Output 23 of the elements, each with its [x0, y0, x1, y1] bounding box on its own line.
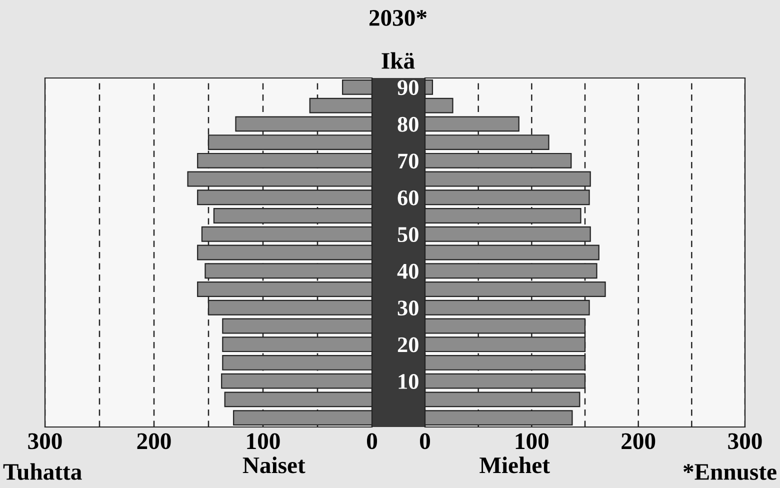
y-tick-label: 60: [398, 190, 418, 206]
y-tick-label: 40: [397, 264, 418, 279]
text: Tuhatta: [3, 463, 82, 480]
x-tick-label: 0: [366, 433, 378, 450]
y-tick-label: 20: [398, 337, 418, 352]
x-axis-title: Miehet: [480, 456, 550, 474]
y-tick-label: 30: [398, 300, 418, 316]
x-tick-label: 100: [516, 433, 548, 450]
y-tick-label: 50: [398, 227, 418, 242]
y-tick-label: 10: [398, 374, 418, 390]
x-tick-label: 200: [622, 433, 656, 450]
x-axis-title: Naiset: [242, 456, 306, 474]
chart-title: 2030*: [369, 10, 427, 26]
text: *Ennuste: [684, 464, 776, 480]
y-tick-label: 90: [398, 80, 418, 96]
x-tick-label: 200: [137, 433, 171, 450]
y-tick-label: 80: [398, 116, 418, 132]
x-tick-label: 300: [728, 433, 762, 450]
x-tick-label: 300: [28, 433, 62, 450]
x-tick-label: 100: [247, 433, 280, 450]
y-tick-label: 70: [398, 154, 418, 169]
x-tick-label: 0: [420, 433, 430, 450]
y-axis-title: Ikä: [382, 52, 415, 69]
